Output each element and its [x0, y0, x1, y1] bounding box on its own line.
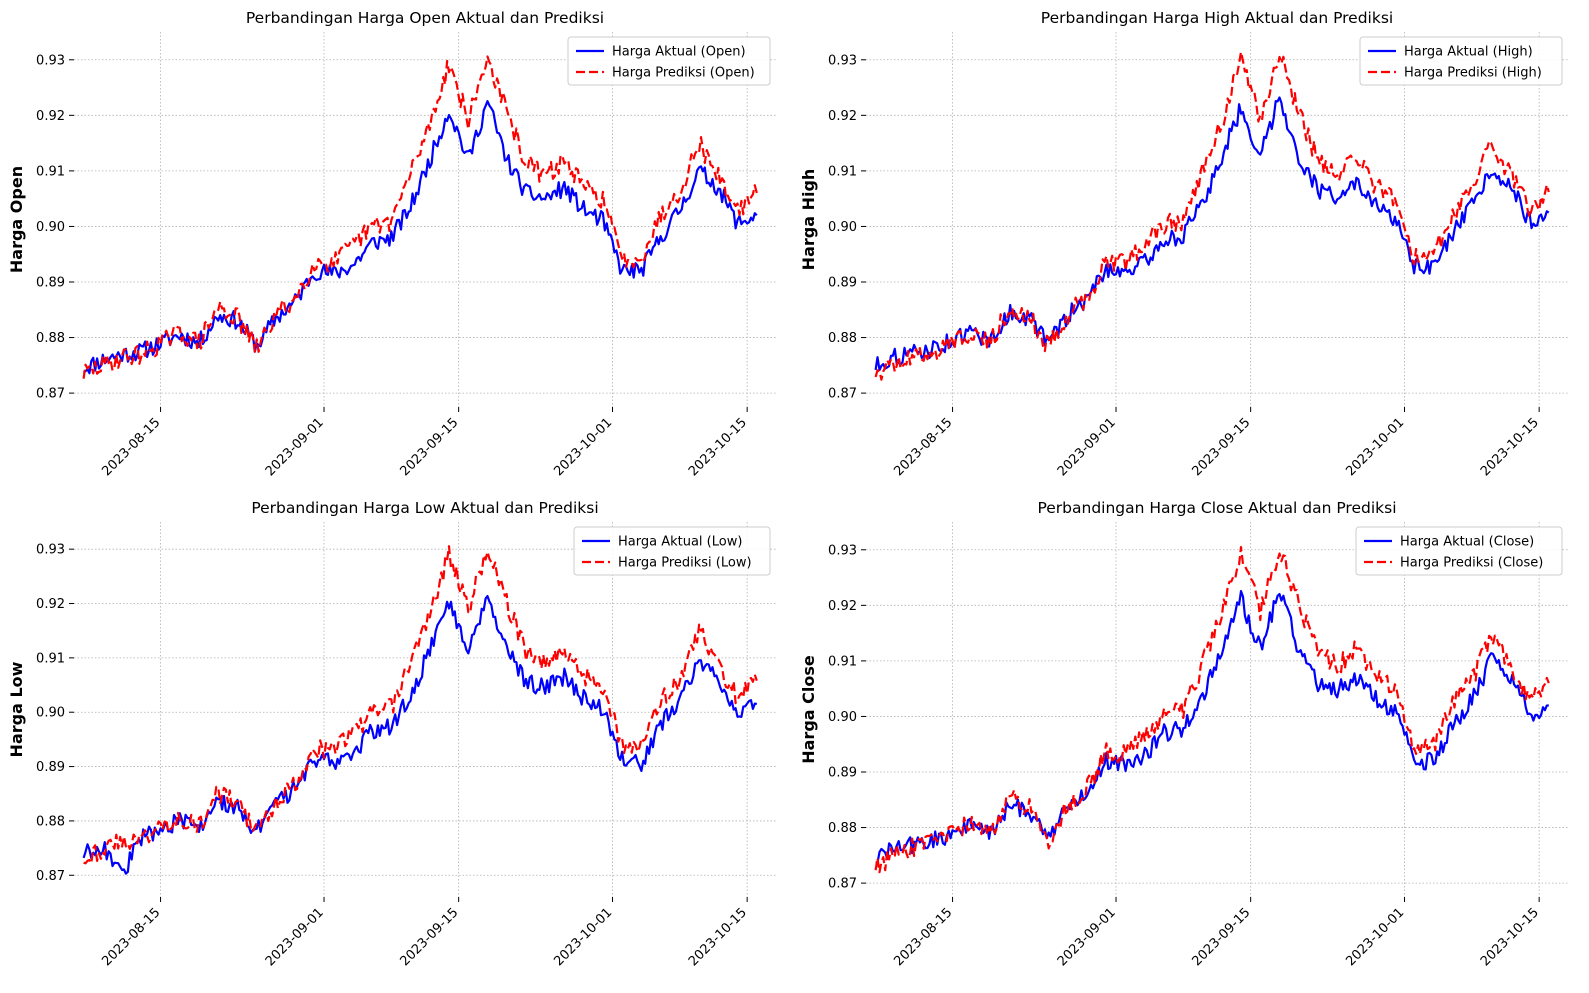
y-tick-label: 0.92: [828, 109, 857, 124]
y-tick-label: 0.90: [828, 220, 857, 235]
x-tick-label: 2023-09-15: [1189, 415, 1253, 479]
y-tick-label: 0.89: [828, 766, 857, 781]
chart-title: Perbandingan Harga Low Aktual dan Predik…: [251, 499, 598, 517]
x-tick-label: 2023-10-01: [551, 905, 615, 969]
chart-title: Perbandingan Harga Close Aktual dan Pred…: [1037, 499, 1396, 517]
y-tick-label: 0.90: [36, 220, 65, 235]
y-tick-label: 0.93: [36, 543, 65, 558]
y-tick-label: 0.92: [36, 597, 65, 612]
legend-label: Harga Aktual (Close): [1400, 535, 1534, 550]
x-tick-label: 2023-09-01: [1055, 415, 1119, 479]
subplot-1: 2023-08-15 2023-09-01 2023-09-15 2023-10-01…: [7, 9, 776, 479]
y-tick-label: 0.91: [828, 654, 857, 669]
y-tick-label: 0.87: [36, 869, 65, 884]
y-axis-label: Harga Close: [799, 655, 818, 764]
x-tick-label: 2023-10-15: [1478, 905, 1542, 969]
legend-label: Harga Prediksi (Close): [1400, 556, 1543, 571]
chart-title: Perbandingan Harga Open Aktual dan Predi…: [246, 9, 604, 27]
y-tick-label: 0.92: [36, 109, 65, 124]
legend-box: [567, 36, 771, 86]
x-tick-label: 2023-08-15: [891, 415, 955, 479]
x-tick-label: 2023-09-15: [397, 415, 461, 479]
x-tick-label: 2023-09-15: [397, 905, 461, 969]
legend-label: Harga Prediksi (Open): [612, 66, 755, 81]
legend: Harga Aktual (Open) Harga Prediksi (Open): [567, 36, 771, 86]
x-tick-label: 2023-08-15: [891, 905, 955, 969]
x-tick-label: 2023-10-01: [1343, 415, 1407, 479]
x-tick-label: 2023-10-01: [551, 415, 615, 479]
y-tick-label: 0.93: [36, 53, 65, 68]
legend: Harga Aktual (Close) Harga Prediksi (Clos…: [1355, 526, 1563, 576]
series-line-prediction: [874, 50, 1550, 381]
x-tick-label: 2023-09-15: [1189, 905, 1253, 969]
chart-title: Perbandingan Harga High Aktual dan Predi…: [1041, 9, 1393, 27]
y-tick-label: 0.92: [828, 599, 857, 614]
y-tick-label: 0.91: [36, 651, 65, 666]
series-line-prediction: [82, 55, 758, 379]
x-tick-label: 2023-10-15: [686, 415, 750, 479]
legend-box: [1355, 526, 1563, 576]
legend-label: Harga Aktual (High): [1404, 45, 1533, 60]
x-tick-label: 2023-08-15: [99, 905, 163, 969]
y-tick-label: 0.88: [36, 814, 65, 829]
y-tick-label: 0.90: [36, 706, 65, 721]
y-tick-label: 0.89: [36, 276, 65, 291]
legend: Harga Aktual (Low) Harga Prediksi (Low): [573, 526, 771, 576]
x-tick-label: 2023-09-01: [1055, 905, 1119, 969]
y-tick-label: 0.87: [828, 877, 857, 892]
y-tick-label: 0.90: [828, 710, 857, 725]
x-tick-label: 2023-09-01: [263, 905, 327, 969]
y-axis-label: Harga Low: [7, 661, 26, 757]
x-tick-label: 2023-09-01: [263, 415, 327, 479]
y-axis-label: Harga High: [799, 169, 818, 271]
legend-label: Harga Aktual (Open): [612, 45, 746, 60]
y-tick-label: 0.89: [828, 276, 857, 291]
y-tick-label: 0.93: [828, 53, 857, 68]
subplot-4: 2023-08-15 2023-09-01 2023-09-15 2023-10-01…: [799, 499, 1568, 969]
subplot-2: 2023-08-15 2023-09-01 2023-09-15 2023-10-01…: [799, 9, 1568, 479]
series-line-actual: [82, 595, 758, 875]
subplot-3: 2023-08-15 2023-09-01 2023-09-15 2023-10-01…: [7, 499, 776, 969]
y-tick-label: 0.91: [36, 164, 65, 179]
y-tick-label: 0.87: [828, 387, 857, 402]
legend-label: Harga Prediksi (Low): [618, 556, 752, 571]
y-tick-label: 0.88: [828, 821, 857, 836]
legend-box: [573, 526, 771, 576]
y-tick-label: 0.93: [828, 543, 857, 558]
y-tick-label: 0.88: [828, 331, 857, 346]
x-tick-label: 2023-08-15: [99, 415, 163, 479]
x-tick-label: 2023-10-15: [1478, 415, 1542, 479]
y-tick-label: 0.89: [36, 760, 65, 775]
y-tick-label: 0.88: [36, 331, 65, 346]
legend-label: Harga Prediksi (High): [1404, 66, 1542, 81]
legend-box: [1359, 36, 1563, 86]
y-axis-label: Harga Open: [7, 166, 26, 273]
legend-label: Harga Aktual (Low): [618, 535, 742, 550]
y-tick-label: 0.91: [828, 164, 857, 179]
x-tick-label: 2023-10-15: [686, 905, 750, 969]
series-line-prediction: [83, 545, 758, 865]
series-line-prediction: [874, 546, 1550, 874]
y-tick-label: 0.87: [36, 387, 65, 402]
x-tick-label: 2023-10-01: [1343, 905, 1407, 969]
legend: Harga Aktual (High) Harga Prediksi (High): [1359, 36, 1563, 86]
series-line-actual: [82, 100, 758, 375]
